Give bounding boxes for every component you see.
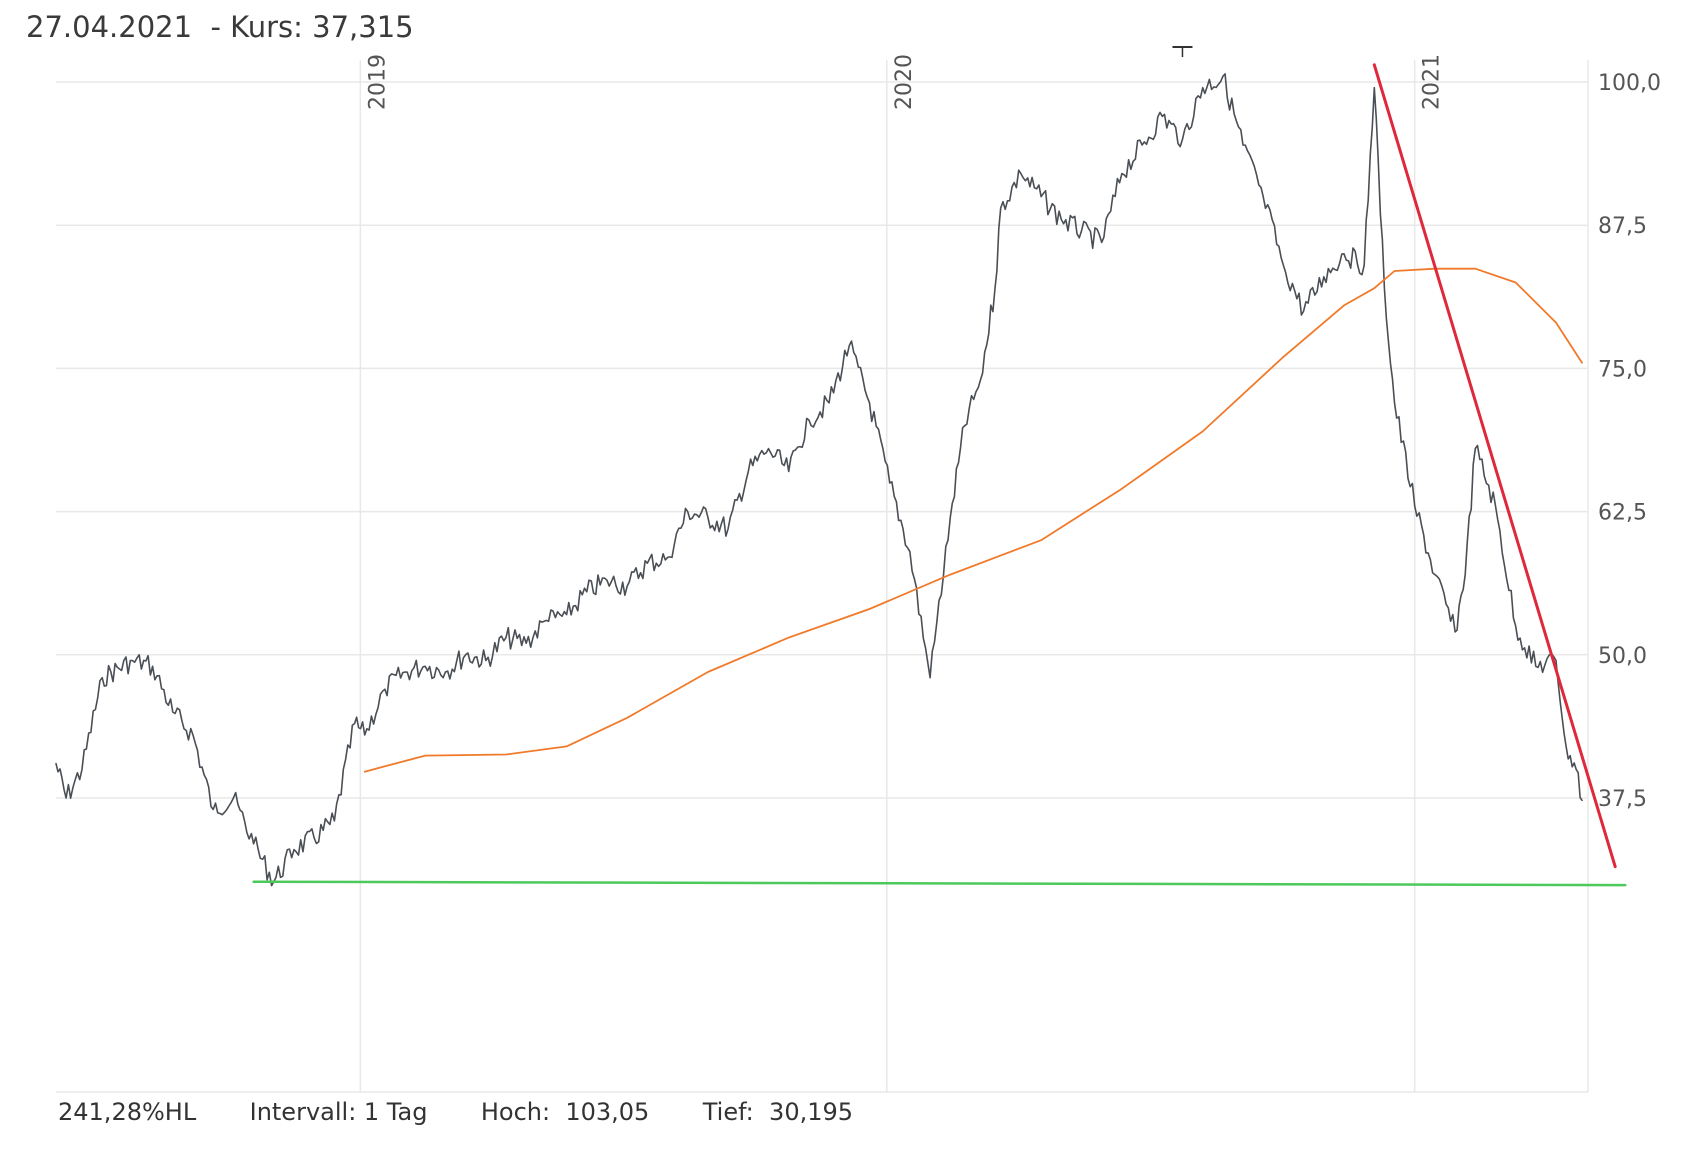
range-pct: 241,28%HL bbox=[58, 1098, 197, 1126]
y-tick-label: 100,0 bbox=[1598, 71, 1661, 96]
y-tick-label: 62,5 bbox=[1598, 501, 1647, 526]
interval: Intervall: 1 Tag bbox=[249, 1098, 428, 1126]
header-price-label: - Kurs: bbox=[210, 10, 303, 44]
y-tick-label: 50,0 bbox=[1598, 644, 1647, 669]
moving_average-line bbox=[363, 267, 1583, 773]
x-tick-label: 2020 bbox=[892, 54, 917, 110]
axis-ticks: 100,0 87,5 75,0 62,5 50,0 37,5 2019 2020 2021 bbox=[365, 54, 1661, 812]
series bbox=[55, 46, 1627, 887]
low-label: Tief: bbox=[702, 1098, 754, 1126]
support_line-line bbox=[252, 880, 1627, 887]
footer: 241,28%HL Intervall: 1 Tag Hoch: 103,05 … bbox=[58, 1098, 853, 1126]
y-tick-label: 75,0 bbox=[1598, 357, 1647, 382]
grid bbox=[56, 60, 1589, 1093]
x-tick-label: 2019 bbox=[365, 54, 390, 110]
high-label: Hoch: bbox=[480, 1098, 551, 1126]
header: 27.04.2021 - Kurs: 37,315 bbox=[26, 10, 414, 44]
y-tick-label: 87,5 bbox=[1598, 214, 1647, 239]
price-line bbox=[55, 73, 1583, 887]
low-value: 30,195 bbox=[769, 1098, 854, 1126]
header-price: 37,315 bbox=[312, 10, 414, 44]
x-tick-label: 2021 bbox=[1420, 54, 1445, 110]
high-value: 103,05 bbox=[565, 1098, 650, 1126]
resistance_trendline-line bbox=[1372, 63, 1617, 869]
y-tick-label: 37,5 bbox=[1598, 787, 1647, 812]
header-date: 27.04.2021 bbox=[26, 10, 193, 44]
